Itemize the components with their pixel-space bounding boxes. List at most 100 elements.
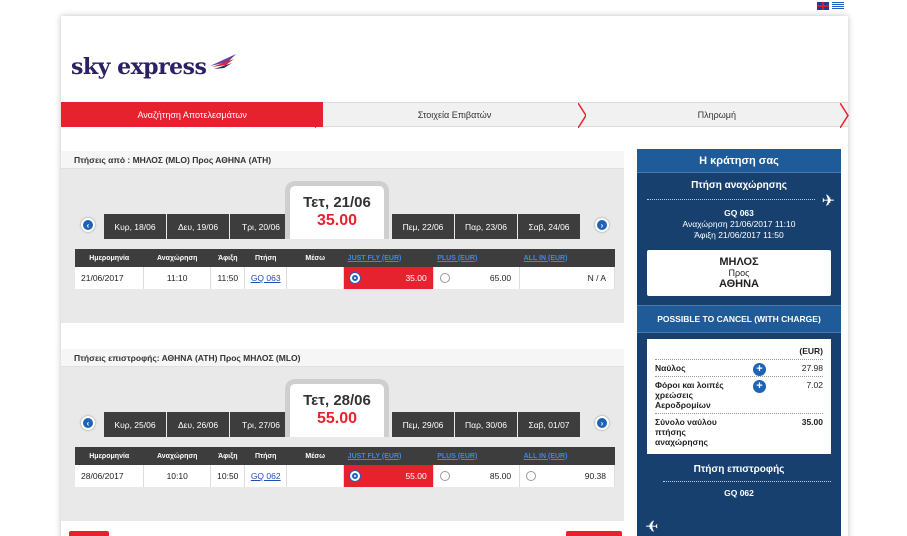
arrival-time: Άφιξη 21/06/2017 11:50 — [694, 230, 784, 240]
taxes-label: Φόροι και λοιπές χρεώσεις Αεροδρομίων — [655, 380, 724, 410]
row-departure: 11:10 — [143, 267, 212, 289]
inbound-flights-table: Ημερομηνία Αναχώρηση Άφιξη Πτήση Μέσω JU… — [75, 447, 615, 487]
fare-value: 65.00 — [489, 273, 512, 283]
outbound-label: Πτήση αναχώρησης — [691, 180, 787, 191]
table-header: Ημερομηνία Αναχώρηση Άφιξη Πτήση Μέσω JU… — [75, 447, 615, 465]
step-label: Στοιχεία Επιβατών — [417, 109, 492, 120]
step-search-results[interactable]: Αναζήτηση Αποτελεσμάτων — [61, 102, 324, 128]
next-dates-button[interactable]: › — [595, 416, 609, 430]
date-tab-selected[interactable]: Τετ, 21/06 35.00 — [285, 181, 389, 239]
flight-link[interactable]: GQ 062 — [250, 471, 281, 481]
return-label: Πτήση επιστροφής — [693, 464, 785, 475]
date-tab[interactable]: Τρι, 20/06 — [230, 214, 292, 239]
row-date: 28/06/2017 — [75, 465, 144, 487]
taxes-value: 7.02 — [806, 380, 823, 390]
col-allin[interactable]: ALL IN (EUR) — [519, 447, 615, 465]
table-row: 28/06/2017 10:10 10:50 GQ 062 55.00 85.0… — [75, 465, 615, 487]
greek-flag-icon[interactable] — [832, 2, 844, 10]
row-via — [286, 267, 345, 289]
booking-summary: Η κράτηση σας Πτήση αναχώρησης ✈ GQ 063 … — [637, 149, 841, 536]
outbound-flights-panel: Πτήσεις από : ΜΗΛΟΣ (MLO) Προς ΑΘΗΝΑ (AT… — [61, 151, 624, 323]
col-allin[interactable]: ALL IN (EUR) — [519, 249, 615, 267]
col-justfly[interactable]: JUST FLY (EUR) — [343, 249, 434, 267]
logo-wings-icon — [210, 54, 237, 69]
back-button[interactable] — [69, 531, 109, 536]
radio-selected-icon[interactable] — [350, 471, 361, 481]
prev-dates-button[interactable]: ‹ — [81, 218, 95, 232]
step-payment[interactable]: Πληρωμή — [585, 102, 849, 128]
col-date: Ημερομηνία — [75, 249, 144, 267]
fare-plus[interactable]: 65.00 — [433, 267, 521, 289]
fare-justfly[interactable]: 35.00 — [343, 267, 434, 289]
flight-number: GQ 063 — [724, 208, 754, 218]
fare-allin: N / A — [519, 267, 615, 289]
fare-value: 90.38 — [584, 471, 606, 481]
date-tab[interactable]: Κυρ, 25/06 — [104, 412, 166, 437]
plane-outbound-icon: ✈ — [821, 193, 835, 210]
col-via: Μέσω — [286, 249, 344, 267]
route-box: ΜΗΛΟΣ Προς ΑΘΗΝΑ — [647, 250, 831, 296]
total-value: 35.00 — [801, 417, 823, 427]
inbound-title: Πτήσεις επιστροφής: ΑΘΗΝΑ (ATH) Προς ΜΗΛ… — [61, 349, 624, 367]
inbound-date-selector: ‹ Κυρ, 25/06 Δευ, 26/06 Τρι, 27/06 Τετ, … — [61, 367, 624, 447]
col-arrival: Άφιξη — [210, 447, 245, 465]
col-plus[interactable]: PLUS (EUR) — [433, 249, 520, 267]
fare-justfly[interactable]: 55.00 — [343, 465, 434, 487]
prev-dates-button[interactable]: ‹ — [81, 416, 95, 430]
selected-date: Τετ, 21/06 — [303, 194, 371, 211]
col-departure: Αναχώρηση — [143, 249, 211, 267]
expand-fare-icon[interactable]: + — [753, 363, 766, 376]
step-label: Αναζήτηση Αποτελεσμάτων — [137, 109, 247, 120]
taxes-row: Φόροι και λοιπές χρεώσεις Αεροδρομίων + … — [655, 377, 823, 414]
radio-icon[interactable] — [439, 273, 450, 283]
departure-time: Αναχώρηση 21/06/2017 11:10 — [682, 219, 796, 229]
to-city: ΑΘΗΝΑ — [718, 278, 760, 290]
col-plus[interactable]: PLUS (EUR) — [433, 447, 520, 465]
date-tab[interactable]: Πεμ, 22/06 — [392, 214, 454, 239]
language-flags — [817, 2, 844, 10]
table-header: Ημερομηνία Αναχώρηση Άφιξη Πτήση Μέσω JU… — [75, 249, 615, 267]
expand-taxes-icon[interactable]: + — [753, 380, 766, 393]
date-tab[interactable]: Δευ, 26/06 — [167, 412, 229, 437]
date-tab[interactable]: Δευ, 19/06 — [167, 214, 229, 239]
date-tab[interactable]: Παρ, 23/06 — [455, 214, 517, 239]
currency: (EUR) — [799, 346, 823, 356]
outbound-date-selector: ‹ Κυρ, 18/06 Δευ, 19/06 Τρι, 20/06 Τετ, … — [61, 169, 624, 249]
step-passengers[interactable]: Στοιχεία Επιβατών — [323, 102, 587, 128]
radio-icon[interactable] — [439, 471, 450, 481]
date-tab[interactable]: Παρ, 30/06 — [455, 412, 517, 437]
next-dates-button[interactable]: › — [595, 218, 609, 232]
uk-flag-icon[interactable] — [817, 2, 829, 10]
date-tab[interactable]: Σαβ, 24/06 — [518, 214, 580, 239]
selected-date: Τετ, 28/06 — [303, 392, 371, 409]
fare-plus[interactable]: 85.00 — [433, 465, 521, 487]
col-justfly[interactable]: JUST FLY (EUR) — [343, 447, 434, 465]
fare-allin[interactable]: 90.38 — [519, 465, 615, 487]
radio-selected-icon[interactable] — [350, 273, 361, 283]
fare-row: Ναύλος + 27.98 — [655, 360, 823, 377]
col-via: Μέσω — [286, 447, 344, 465]
outbound-title: Πτήσεις από : ΜΗΛΟΣ (MLO) Προς ΑΘΗΝΑ (AT… — [61, 151, 624, 169]
col-departure: Αναχώρηση — [143, 447, 211, 465]
step-label: Πληρωμή — [697, 109, 736, 120]
flight-link[interactable]: GQ 063 — [250, 273, 281, 283]
col-flight: Πτήση — [244, 249, 287, 267]
to-word: Προς — [728, 268, 750, 278]
date-tab-selected[interactable]: Τετ, 28/06 55.00 — [285, 379, 389, 437]
booking-title: Η κράτηση σας — [637, 149, 841, 173]
row-departure: 10:10 — [143, 465, 212, 487]
col-date: Ημερομηνία — [75, 447, 144, 465]
outbound-flights-table: Ημερομηνία Αναχώρηση Άφιξη Πτήση Μέσω JU… — [75, 249, 615, 289]
date-tab[interactable]: Κυρ, 18/06 — [104, 214, 166, 239]
inbound-flights-panel: Πτήσεις επιστροφής: ΑΘΗΝΑ (ATH) Προς ΜΗΛ… — [61, 349, 624, 521]
progress-steps: Αναζήτηση Αποτελεσμάτων Στοιχεία Επιβατώ… — [61, 102, 849, 128]
booking-page: sky express Αναζήτηση Αποτελεσμάτων Στοι… — [61, 16, 849, 536]
date-tab[interactable]: Πεμ, 29/06 — [392, 412, 454, 437]
date-tab[interactable]: Τρι, 27/06 — [230, 412, 292, 437]
continue-button[interactable] — [566, 531, 622, 536]
total-label: Σύνολο ναύλου πτήσης αναχώρησης — [655, 417, 717, 447]
sky-express-logo[interactable]: sky express — [71, 52, 238, 80]
row-via — [286, 465, 345, 487]
radio-icon[interactable] — [526, 471, 537, 481]
date-tab[interactable]: Σαβ, 01/07 — [518, 412, 580, 437]
